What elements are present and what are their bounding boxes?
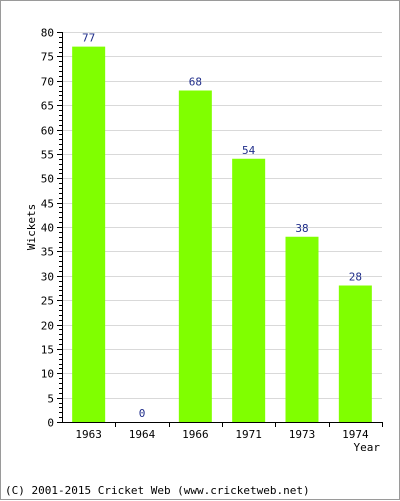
y-tick-label: 40: [41, 222, 54, 235]
copyright-text: (C) 2001-2015 Cricket Web (www.cricketwe…: [5, 484, 310, 497]
y-tick-label: 25: [41, 295, 54, 308]
y-tick-label: 45: [41, 198, 54, 211]
labels: 0 5 10 15 20 25 30 35 40 45 50 55 60 65 70 75 80 77 1963 0 1…: [41, 27, 369, 442]
bar: [72, 46, 106, 422]
x-tick-label: 1974: [342, 428, 369, 441]
y-tick-label: 0: [47, 417, 54, 430]
bar: [178, 90, 212, 422]
bar-series: [72, 46, 372, 422]
axes: [57, 32, 383, 427]
bar-value-label: 0: [139, 407, 146, 420]
x-tick-label: 1964: [129, 428, 156, 441]
bar-value-label: 68: [189, 76, 202, 89]
grid-lines: [62, 32, 382, 399]
bar-value-label: 38: [295, 222, 308, 235]
bar-value-label: 28: [349, 271, 362, 284]
y-tick-label: 65: [41, 100, 54, 113]
y-tick-label: 60: [41, 125, 54, 138]
y-tick-label: 70: [41, 76, 54, 89]
y-tick-label: 20: [41, 320, 54, 333]
y-tick-label: 10: [41, 368, 54, 381]
y-axis-title: Wickets: [25, 204, 38, 250]
bar: [285, 236, 319, 422]
y-tick-label: 50: [41, 173, 54, 186]
bar-value-label: 54: [242, 144, 256, 157]
x-tick-label: 1971: [235, 428, 262, 441]
y-tick-label: 35: [41, 246, 54, 259]
x-tick-label: 1966: [182, 428, 209, 441]
y-tick-label: 75: [41, 51, 54, 64]
bar: [232, 158, 266, 422]
bar-value-label: 77: [82, 32, 95, 45]
y-tick-label: 30: [41, 271, 54, 284]
x-axis-title: Year: [354, 441, 381, 454]
y-tick-label: 80: [41, 27, 54, 40]
y-tick-label: 5: [47, 393, 54, 406]
bar: [338, 285, 372, 422]
y-tick-label: 15: [41, 344, 54, 357]
x-tick-label: 1963: [75, 428, 102, 441]
y-tick-label: 55: [41, 149, 54, 162]
x-tick-label: 1973: [289, 428, 316, 441]
